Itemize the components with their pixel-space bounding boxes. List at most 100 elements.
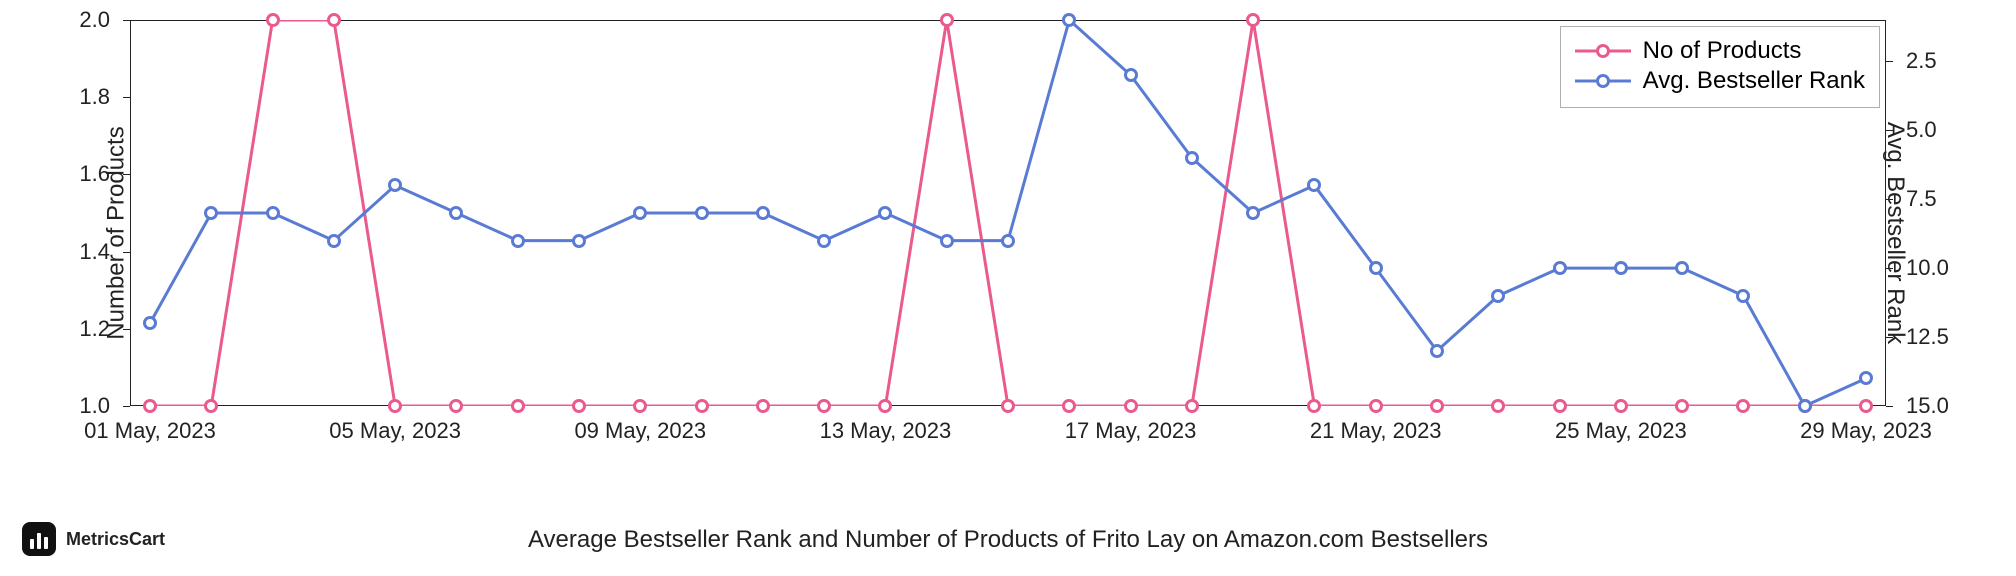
series-marker-avg_rank	[1736, 289, 1750, 303]
y-right-tick-mark	[1886, 337, 1893, 338]
series-marker-products	[878, 399, 892, 413]
y-right-tick-label: 7.5	[1906, 186, 1937, 212]
series-marker-products	[1246, 13, 1260, 27]
y-left-tick-label: 2.0	[79, 7, 110, 33]
page: Number of Products Avg. Bestseller Rank …	[0, 0, 2016, 576]
series-marker-products	[1001, 399, 1015, 413]
series-marker-products	[633, 399, 647, 413]
series-marker-avg_rank	[1430, 344, 1444, 358]
series-marker-products	[143, 399, 157, 413]
x-tick-label: 17 May, 2023	[1065, 418, 1197, 444]
y-left-tick-mark	[123, 174, 130, 175]
series-marker-products	[1491, 399, 1505, 413]
series-marker-avg_rank	[940, 234, 954, 248]
chart-area: Number of Products Avg. Bestseller Rank …	[80, 20, 1936, 446]
y-right-tick-mark	[1886, 406, 1893, 407]
x-tick-label: 29 May, 2023	[1800, 418, 1932, 444]
series-marker-avg_rank	[1124, 68, 1138, 82]
series-marker-products	[327, 13, 341, 27]
series-marker-avg_rank	[572, 234, 586, 248]
series-marker-products	[1430, 399, 1444, 413]
series-marker-products	[572, 399, 586, 413]
series-marker-products	[817, 399, 831, 413]
series-marker-avg_rank	[1307, 178, 1321, 192]
legend-label-products: No of Products	[1643, 37, 1802, 65]
legend-swatch-products	[1575, 41, 1631, 61]
series-marker-avg_rank	[633, 206, 647, 220]
series-marker-products	[1736, 399, 1750, 413]
series-marker-products	[449, 399, 463, 413]
x-tick-label: 21 May, 2023	[1310, 418, 1442, 444]
series-marker-products	[1124, 399, 1138, 413]
series-marker-avg_rank	[878, 206, 892, 220]
y-axis-left-label: Number of Products	[103, 126, 131, 339]
series-marker-avg_rank	[143, 316, 157, 330]
x-tick-label: 25 May, 2023	[1555, 418, 1687, 444]
series-marker-avg_rank	[817, 234, 831, 248]
series-marker-avg_rank	[1553, 261, 1567, 275]
legend-item-products: No of Products	[1575, 37, 1865, 65]
y-left-tick-mark	[123, 97, 130, 98]
series-marker-avg_rank	[1062, 13, 1076, 27]
series-marker-products	[388, 399, 402, 413]
series-marker-products	[695, 399, 709, 413]
y-left-tick-label: 1.8	[79, 84, 110, 110]
series-marker-avg_rank	[1246, 206, 1260, 220]
series-marker-avg_rank	[327, 234, 341, 248]
series-marker-avg_rank	[511, 234, 525, 248]
series-marker-products	[511, 399, 525, 413]
y-right-tick-mark	[1886, 130, 1893, 131]
y-right-tick-label: 15.0	[1906, 393, 1949, 419]
x-tick-label: 09 May, 2023	[574, 418, 706, 444]
brand-logo-icon	[22, 522, 56, 556]
series-marker-avg_rank	[756, 206, 770, 220]
legend-swatch-rank	[1575, 71, 1631, 91]
legend-item-rank: Avg. Bestseller Rank	[1575, 67, 1865, 95]
brand-name: MetricsCart	[66, 529, 165, 550]
series-marker-products	[1553, 399, 1567, 413]
series-marker-products	[940, 13, 954, 27]
y-right-tick-label: 12.5	[1906, 324, 1949, 350]
y-left-tick-mark	[123, 252, 130, 253]
series-marker-products	[1675, 399, 1689, 413]
x-tick-label: 13 May, 2023	[820, 418, 952, 444]
y-left-tick-label: 1.6	[79, 161, 110, 187]
brand: MetricsCart	[22, 522, 165, 556]
series-marker-products	[756, 399, 770, 413]
series-marker-products	[204, 399, 218, 413]
series-marker-avg_rank	[388, 178, 402, 192]
y-right-tick-label: 5.0	[1906, 117, 1937, 143]
series-marker-avg_rank	[266, 206, 280, 220]
series-marker-avg_rank	[1185, 151, 1199, 165]
y-right-tick-mark	[1886, 61, 1893, 62]
y-right-tick-label: 10.0	[1906, 255, 1949, 281]
x-tick-label: 05 May, 2023	[329, 418, 461, 444]
y-left-tick-mark	[123, 329, 130, 330]
series-marker-avg_rank	[1491, 289, 1505, 303]
y-right-tick-mark	[1886, 268, 1893, 269]
y-right-tick-label: 2.5	[1906, 48, 1937, 74]
legend: No of Products Avg. Bestseller Rank	[1560, 26, 1880, 108]
legend-label-rank: Avg. Bestseller Rank	[1643, 67, 1865, 95]
y-left-tick-mark	[123, 406, 130, 407]
x-tick-label: 01 May, 2023	[84, 418, 216, 444]
series-marker-avg_rank	[1859, 371, 1873, 385]
series-marker-products	[1369, 399, 1383, 413]
series-marker-products	[266, 13, 280, 27]
chart-caption: Average Bestseller Rank and Number of Pr…	[0, 526, 2016, 554]
series-marker-products	[1307, 399, 1321, 413]
y-right-tick-mark	[1886, 199, 1893, 200]
y-left-tick-label: 1.0	[79, 393, 110, 419]
y-left-tick-label: 1.4	[79, 239, 110, 265]
series-marker-avg_rank	[1798, 399, 1812, 413]
series-marker-avg_rank	[449, 206, 463, 220]
series-marker-products	[1859, 399, 1873, 413]
series-marker-avg_rank	[1675, 261, 1689, 275]
y-left-tick-label: 1.2	[79, 316, 110, 342]
series-marker-avg_rank	[1614, 261, 1628, 275]
series-marker-avg_rank	[1369, 261, 1383, 275]
series-marker-products	[1614, 399, 1628, 413]
series-marker-avg_rank	[695, 206, 709, 220]
plot-region: No of Products Avg. Bestseller Rank 1.01…	[130, 20, 1886, 406]
y-left-tick-mark	[123, 20, 130, 21]
